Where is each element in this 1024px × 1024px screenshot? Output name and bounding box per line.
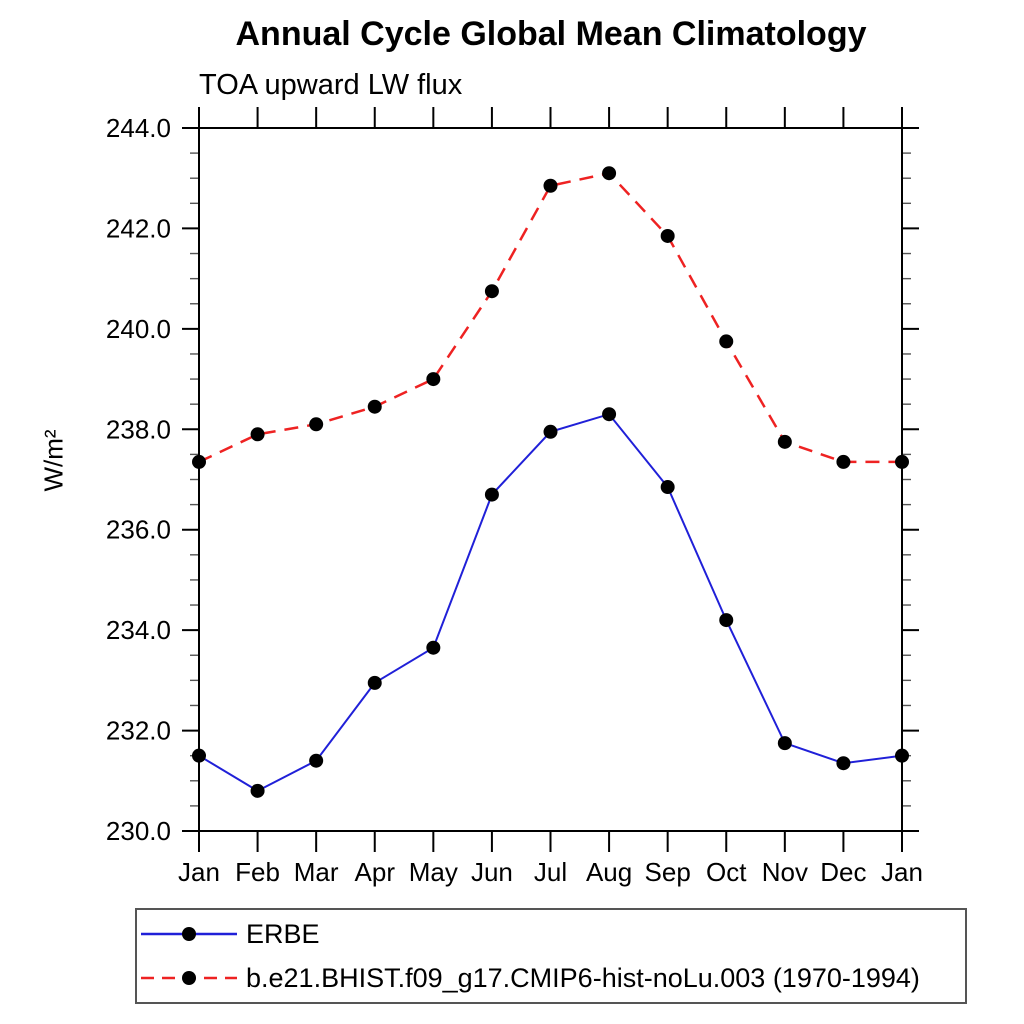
- data-point: [309, 417, 324, 432]
- data-point: [602, 407, 617, 422]
- plot-box: [198, 127, 903, 832]
- y-tick-label: 244.0: [106, 113, 171, 143]
- x-tick-label: Dec: [820, 857, 866, 887]
- x-tick-label: Apr: [355, 857, 396, 887]
- x-tick-label: Nov: [762, 857, 808, 887]
- data-point: [543, 424, 558, 439]
- data-point: [719, 613, 734, 628]
- data-point: [719, 334, 734, 349]
- data-point: [660, 480, 675, 495]
- chart-subtitle: TOA upward LW flux: [199, 69, 463, 101]
- data-point: [367, 399, 382, 414]
- legend-item-erbe: ERBE: [140, 915, 965, 953]
- data-point: [426, 640, 441, 655]
- data-point: [367, 675, 382, 690]
- legend-marker-icon: [182, 971, 196, 985]
- data-point: [426, 372, 441, 387]
- x-tick-label: Sep: [645, 857, 691, 887]
- legend: ERBE b.e21.BHIST.f09_g17.CMIP6-hist-noLu…: [135, 908, 967, 1004]
- y-tick-label: 240.0: [106, 314, 171, 344]
- y-tick-label: 236.0: [106, 515, 171, 545]
- data-point: [250, 783, 265, 798]
- data-point: [836, 454, 851, 469]
- chart-title: Annual Cycle Global Mean Climatology: [235, 15, 867, 53]
- x-tick-label: Jan: [881, 857, 923, 887]
- data-point: [895, 454, 909, 469]
- x-tick-label: Jul: [534, 857, 567, 887]
- series-line-model: [198, 171, 902, 464]
- data-point: [543, 178, 558, 193]
- data-point: [777, 434, 792, 449]
- x-tick-label: Aug: [586, 857, 632, 887]
- data-point: [192, 454, 206, 469]
- y-tick-label: 232.0: [106, 716, 171, 746]
- x-tick-label: Jan: [178, 857, 220, 887]
- x-tick-label: Mar: [294, 857, 339, 887]
- y-tick-label: 238.0: [106, 414, 171, 444]
- data-point: [192, 748, 206, 763]
- legend-line-sample-dashed: [141, 971, 237, 985]
- data-point: [250, 427, 265, 442]
- x-tick-label: Jun: [471, 857, 513, 887]
- data-point: [484, 284, 499, 299]
- data-point: [777, 736, 792, 751]
- data-point: [836, 756, 851, 771]
- legend-label-model: b.e21.BHIST.f09_g17.CMIP6-hist-noLu.003 …: [246, 962, 920, 993]
- x-tick-label: May: [409, 857, 458, 887]
- data-point: [660, 228, 675, 243]
- y-tick-label: 234.0: [106, 615, 171, 645]
- legend-item-model: b.e21.BHIST.f09_g17.CMIP6-hist-noLu.003 …: [140, 959, 965, 997]
- data-point: [602, 166, 617, 181]
- y-tick-label: 230.0: [106, 816, 171, 846]
- x-tick-label: Oct: [706, 857, 747, 887]
- data-point: [484, 487, 499, 502]
- legend-line-sample-solid: [141, 927, 237, 941]
- y-tick-label: 242.0: [106, 213, 171, 243]
- legend-marker-icon: [182, 927, 196, 941]
- x-tick-label: Feb: [235, 857, 280, 887]
- series-line-erbe: [198, 413, 903, 792]
- data-point: [895, 748, 909, 763]
- data-point: [309, 753, 324, 768]
- legend-label-erbe: ERBE: [246, 918, 320, 949]
